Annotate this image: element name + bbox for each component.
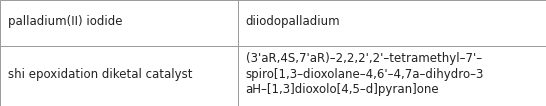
Text: diiodopalladium: diiodopalladium	[246, 15, 340, 28]
Text: palladium(II) iodide: palladium(II) iodide	[8, 15, 123, 28]
Text: shi epoxidation diketal catalyst: shi epoxidation diketal catalyst	[8, 68, 193, 81]
Text: (3'aR,4S,7'aR)–2,2,2',2'–tetramethyl–7'–
spiro[1,3–dioxolane–4,6'–4,7a–dihydro–3: (3'aR,4S,7'aR)–2,2,2',2'–tetramethyl–7'–…	[246, 52, 484, 96]
